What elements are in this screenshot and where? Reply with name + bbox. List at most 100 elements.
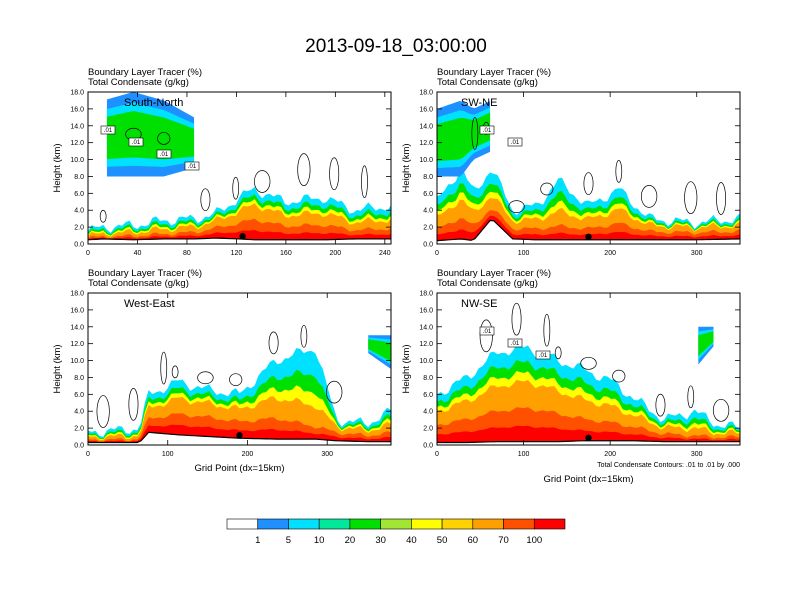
terrain-line [88, 237, 391, 241]
colorbar-box [226, 518, 259, 530]
contour-line [580, 356, 597, 370]
y-tick-label: 2.0 [423, 426, 433, 433]
y-tick-label: 6.0 [74, 191, 84, 198]
condensate-contours [479, 302, 730, 422]
contour-line [326, 380, 343, 404]
site-marker [239, 232, 246, 240]
colorbar-box [288, 518, 320, 530]
contour-line [471, 117, 479, 150]
contour-line [229, 373, 243, 387]
colorbar-box [472, 518, 504, 530]
plot-frame [87, 292, 392, 446]
contour-label: .01 [539, 353, 548, 359]
x-tick-label: 160 [280, 250, 292, 257]
contour-line [297, 153, 311, 187]
x-tick-label: 0 [86, 451, 90, 458]
y-tick-label: 8.0 [74, 375, 84, 382]
panel-label: West-East [124, 298, 175, 310]
y-tick-label: 10.0 [70, 358, 84, 365]
contour-line [197, 371, 214, 385]
contour-label: .01 [511, 140, 520, 146]
y-axis-title: Height (km) [401, 344, 412, 393]
contour-label: .01 [104, 128, 113, 134]
site-marker [585, 233, 592, 240]
x-tick-label: 80 [183, 250, 191, 257]
contour-label-box [479, 125, 495, 135]
y-tick-label: 8.0 [74, 174, 84, 181]
y-tick-label: 2.0 [74, 426, 84, 433]
y-axis-title: Height (km) [52, 344, 63, 393]
y-tick-label: 12.0 [419, 341, 433, 348]
x-tick-label: 100 [518, 250, 530, 257]
contour-label-box [128, 137, 144, 147]
colorbar: 1 5 10 20 30 40 50 60 70 100 [226, 518, 566, 546]
colorbar-box [411, 518, 443, 530]
contour-line [329, 157, 340, 191]
x-tick-label: 300 [691, 451, 703, 458]
cloud-plume [368, 339, 391, 362]
contour-line [508, 200, 525, 213]
site-marker [236, 432, 243, 439]
cloud-plume [106, 111, 195, 160]
contour-label-box [479, 326, 495, 336]
y-tick-label: 14.0 [419, 324, 433, 331]
contour-line [200, 188, 211, 212]
panel-1: .01 .01 .01 .01 0.0 2.0 4.0 6.0 8.0 10.0 12.0 14.0 1… [52, 67, 392, 257]
colorbar-label: 10 [314, 535, 325, 546]
panel-subtitle: Total Condensate (g/kg) [437, 77, 538, 88]
contour-line [640, 185, 658, 208]
contour-line [232, 176, 240, 200]
x-tick-label: 300 [691, 250, 703, 257]
y-tick-label: 10.0 [419, 157, 433, 164]
contour-line [99, 209, 107, 223]
colorbar-box [380, 518, 412, 530]
y-tick-label: 0.0 [74, 443, 84, 450]
colorbar-box [533, 518, 566, 530]
y-tick-label: 18.0 [70, 291, 84, 298]
contour-label-box [156, 149, 172, 159]
plot-frame [436, 292, 741, 446]
x-axis-title: Grid Point (dx=15km) [543, 474, 633, 485]
panel-2: .01 .01 0.0 2.0 4.0 6.0 8.0 10.0 12.0 14.0 16.0 18.… [401, 67, 741, 257]
y-tick-label: 0.0 [74, 242, 84, 249]
colorbar-box [441, 518, 474, 530]
y-tick-label: 6.0 [423, 392, 433, 399]
tracer-field [437, 326, 740, 443]
contour-line [254, 170, 271, 193]
panels: .01 .01 .01 .01 0.0 2.0 4.0 6.0 8.0 10.0 12.0 14.0 1… [52, 67, 741, 485]
y-tick-label: 12.0 [70, 140, 84, 147]
y-tick-label: 14.0 [419, 123, 433, 130]
x-tick-label: 120 [231, 250, 243, 257]
x-tick-label: 200 [242, 451, 254, 458]
panel-label: South-North [124, 97, 183, 109]
y-tick-label: 12.0 [419, 140, 433, 147]
y-tick-label: 14.0 [70, 123, 84, 130]
figure-title: 2013-09-18_03:00:00 [305, 36, 487, 57]
panel-subtitle: Total Condensate (g/kg) [437, 278, 538, 289]
contour-line [96, 395, 110, 428]
y-axis-title: Height (km) [52, 143, 63, 192]
contour-label-box [507, 338, 523, 348]
y-tick-label: 2.0 [74, 225, 84, 232]
contour-line [712, 398, 730, 422]
contour-label-box [507, 137, 523, 147]
contour-line [543, 313, 551, 347]
y-tick-label: 16.0 [70, 106, 84, 113]
panel-3: 0.0 2.0 4.0 6.0 8.0 10.0 12.0 14.0 16.0 18.0 0 100 2… [52, 268, 392, 474]
y-tick-label: 6.0 [423, 191, 433, 198]
y-tick-label: 6.0 [74, 392, 84, 399]
colorbar-label: 100 [526, 535, 542, 546]
contour-line [511, 302, 522, 336]
colorbar-box [257, 518, 289, 530]
contour-line [540, 182, 554, 196]
colorbar-label: 70 [498, 535, 509, 546]
x-tick-label: 0 [435, 250, 439, 257]
y-tick-label: 16.0 [419, 307, 433, 314]
contour-label: .01 [483, 329, 492, 335]
colorbar-label: 20 [345, 535, 356, 546]
y-tick-label: 4.0 [74, 208, 84, 215]
condensate-contours [96, 324, 343, 428]
x-axis-title: Grid Point (dx=15km) [194, 463, 284, 474]
contour-line [612, 369, 626, 383]
y-axis-title: Height (km) [401, 143, 412, 192]
